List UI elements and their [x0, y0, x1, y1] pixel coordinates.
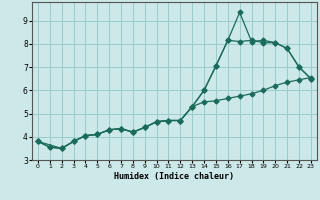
X-axis label: Humidex (Indice chaleur): Humidex (Indice chaleur) [115, 172, 234, 181]
